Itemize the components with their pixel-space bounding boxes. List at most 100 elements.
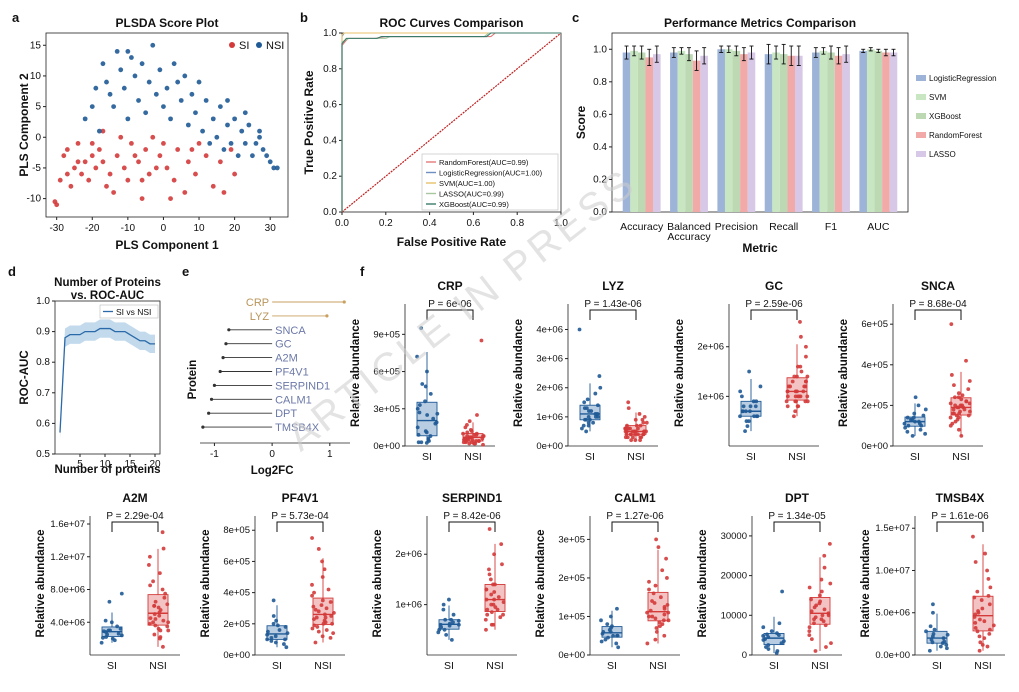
data-point-si <box>451 620 455 625</box>
boxplot-title: LYZ <box>602 279 624 293</box>
data-point-nsi <box>157 613 162 618</box>
data-point-nsi <box>795 374 799 379</box>
data-point-nsi <box>484 587 489 592</box>
y-tick-label-a: 15 <box>30 40 42 51</box>
data-point-nsi <box>960 403 965 408</box>
data-point-nsi <box>465 423 469 427</box>
data-point-si <box>918 427 923 432</box>
data-point-nsi <box>200 128 205 134</box>
data-point-nsi <box>310 626 315 631</box>
data-point-nsi <box>956 405 961 410</box>
data-point-nsi <box>641 420 646 425</box>
chart-title-d: Number of Proteins <box>54 277 161 289</box>
y-tick-label: 9e+05 <box>373 329 400 340</box>
x-tick-label-e: 1 <box>327 449 333 460</box>
data-point-nsi <box>235 153 241 159</box>
data-point-nsi <box>662 612 667 617</box>
data-point-si <box>441 607 446 612</box>
data-point-nsi <box>479 338 484 343</box>
data-point-nsi <box>152 603 157 608</box>
data-point-si <box>916 403 921 408</box>
y-tick-label: 2e+05 <box>861 400 888 411</box>
data-point-nsi <box>991 623 996 628</box>
data-point-si <box>125 177 131 183</box>
p-value-label: P = 2.59e-06 <box>745 299 803 310</box>
protein-label: LYZ <box>250 311 270 323</box>
data-point-nsi <box>483 617 488 622</box>
data-point-nsi <box>657 620 662 625</box>
data-point-nsi <box>646 614 651 619</box>
data-point-nsi <box>948 415 953 420</box>
data-point-si <box>221 190 227 195</box>
y-tick-label-d: 0.8 <box>36 357 50 368</box>
data-point-si <box>924 629 928 634</box>
data-point-nsi <box>481 434 485 438</box>
plot-frame-c <box>611 32 909 213</box>
data-point-nsi <box>487 567 491 572</box>
data-point-nsi <box>827 541 832 546</box>
data-point-si <box>588 417 592 422</box>
data-point-si <box>746 419 751 424</box>
data-point-si <box>938 644 943 649</box>
roc-curve <box>341 32 561 212</box>
data-point-nsi <box>175 79 181 85</box>
bar <box>866 49 875 212</box>
data-point-nsi <box>822 607 827 612</box>
data-point-si <box>769 629 774 634</box>
data-point-si <box>283 625 288 629</box>
data-point-si <box>944 642 949 647</box>
data-point-nsi <box>958 409 962 414</box>
data-point-si <box>586 423 591 428</box>
data-point-nsi <box>491 602 496 607</box>
y-tick-label-a: 5 <box>35 102 41 113</box>
data-point-si <box>282 642 286 646</box>
data-point-si <box>923 407 928 412</box>
x-tick-label-e: -1 <box>210 449 219 460</box>
data-point-si <box>931 610 935 615</box>
data-point-nsi <box>820 613 825 618</box>
x-tick-label: NSI <box>627 451 645 463</box>
data-point-si <box>265 632 270 637</box>
data-point-si <box>589 409 594 413</box>
bar <box>622 52 631 213</box>
data-point-nsi <box>166 620 171 625</box>
bar <box>677 50 686 213</box>
data-point-nsi <box>796 404 801 409</box>
data-point-nsi <box>312 623 317 628</box>
data-point-nsi <box>626 400 631 405</box>
data-point-nsi <box>465 430 470 435</box>
data-point-si <box>775 649 780 653</box>
data-point-nsi <box>107 91 113 97</box>
data-point-nsi <box>93 85 99 91</box>
data-point-nsi <box>647 579 651 584</box>
legend-box-b <box>421 153 559 211</box>
x-tick-label: NSI <box>486 660 504 672</box>
y-tick-label: 6e+05 <box>223 556 250 567</box>
data-point-nsi <box>645 641 650 646</box>
data-point-nsi <box>217 104 223 109</box>
data-point-si <box>597 374 602 378</box>
legend-label-c: SVM <box>929 93 947 102</box>
data-point-nsi <box>977 648 982 653</box>
data-point-si <box>585 397 590 402</box>
y-tick-label: 1.6e+07 <box>50 519 85 530</box>
data-point-nsi <box>987 602 992 607</box>
data-point-nsi <box>658 624 662 629</box>
bar <box>724 49 733 212</box>
data-point-nsi <box>633 429 638 434</box>
legend-label-nsi: NSI <box>266 40 284 52</box>
data-point-nsi <box>485 612 490 617</box>
data-point-nsi <box>310 536 314 540</box>
protein-label: GC <box>275 339 292 351</box>
x-tick-label: NSI <box>149 660 167 672</box>
data-point-si <box>415 354 420 359</box>
data-point-nsi <box>136 98 141 103</box>
data-point-si <box>129 141 134 146</box>
data-point-si <box>431 416 436 421</box>
y-tick-label: 1e+06 <box>395 600 422 611</box>
data-point-si <box>582 400 587 405</box>
data-point-nsi <box>475 413 479 417</box>
x-tick-label: NSI <box>314 660 332 672</box>
data-point-nsi <box>163 591 168 596</box>
data-point-nsi <box>161 618 166 623</box>
